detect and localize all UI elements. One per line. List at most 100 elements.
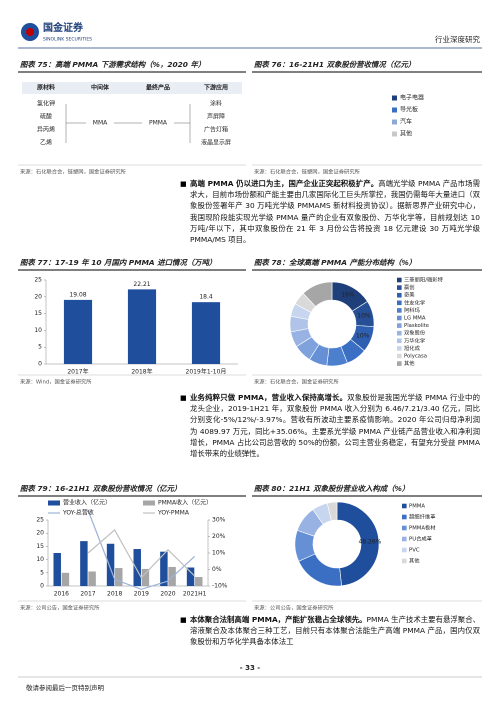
legend-label: 赢创 <box>404 283 415 291</box>
value-label: 10% <box>357 312 371 319</box>
legend-label: 导光板 <box>400 106 418 114</box>
x-tick-label: 2017年 <box>67 368 88 376</box>
paragraph: 高端 PMMA 仍以进口为主，国产企业正突起积极扩产。高端光学级 PMMA 产品… <box>190 178 480 245</box>
legend-swatch <box>402 514 407 520</box>
slice <box>326 501 338 522</box>
application: 声屏障 <box>207 113 225 121</box>
legend-swatch <box>397 292 402 298</box>
legend-swatch <box>392 95 397 101</box>
legend-label: PMMA <box>409 504 425 510</box>
legend-swatch <box>392 107 397 113</box>
y2-tick-label: 30% <box>212 517 226 524</box>
legend-label: PU合成革 <box>409 535 433 543</box>
legend-label: YOY-PMMA <box>157 510 190 517</box>
body: PMMA 生产技术主要有悬浮聚合、溶液聚合及本体聚合三种工艺，目前只有本体聚合法… <box>190 615 480 647</box>
y-tick-label: 5 <box>38 344 42 351</box>
raw-material: 硫酸 <box>40 113 52 121</box>
application: 涂料 <box>210 100 222 108</box>
page-number: - 33 - <box>240 664 261 672</box>
y-tick-label: 0 <box>38 361 42 368</box>
legend-label: 奇美 <box>404 291 415 299</box>
x-tick-label: 2019年1-10月 <box>186 368 227 376</box>
bullet: ■ <box>180 180 187 188</box>
y2-tick-label: 10% <box>212 550 226 557</box>
source: 来源：公司公告，国金证券研究所 <box>20 604 100 612</box>
legend-label: LG MMA <box>404 316 426 322</box>
body: 高端光学级 PMMA 产品市场需求大，目前市场份额和产能主要由几家国际化工巨头所… <box>190 179 481 245</box>
product: PMMA <box>149 120 168 127</box>
legend-swatch <box>392 119 397 125</box>
bar <box>88 571 96 586</box>
legend-swatch <box>402 525 407 531</box>
value-label: 10% <box>356 333 370 340</box>
legend-label: 其他 <box>409 557 420 565</box>
figure-title: 图表 80：21H1 双象股份营业收入构成（%） <box>254 484 409 493</box>
body: 双象股份是我国光学级 PMMA 行业中的龙头企业，2019-1H21 年，双象股… <box>190 393 481 459</box>
legend-swatch <box>397 308 402 313</box>
lead: 业务纯粹只做 PMMA，营业收入保持高增长。 <box>190 393 348 402</box>
bar <box>61 572 70 586</box>
value-label: 48.26% <box>359 539 382 546</box>
bar <box>141 568 150 586</box>
legend-label: 住友化学 <box>404 298 425 306</box>
bullet: ■ <box>180 394 187 402</box>
intermediate: MMA <box>93 120 108 127</box>
figure-title: 图表 79：16-21H1 双象股份营收情况（亿元） <box>20 484 181 493</box>
legend-swatch <box>397 346 402 351</box>
y-tick-label: 15 <box>34 310 42 317</box>
x-tick-label: 2017 <box>80 591 95 598</box>
x-tick-label: 2021H1 <box>183 591 207 598</box>
figure-title: 图表 77：17-19 年 10 月国内 PMMA 进口情况（万吨） <box>20 258 216 267</box>
legend-label: PMMA板材 <box>409 524 436 532</box>
application: 液晶显示屏 <box>201 139 231 147</box>
report-type: 行业深度研究 <box>435 34 480 44</box>
source: 来源：公司公告，国金证券研究所 <box>254 604 334 612</box>
bar <box>106 543 115 586</box>
source: 来源：石化联合会，国金证券研究所 <box>254 378 339 386</box>
legend-swatch <box>402 503 407 509</box>
figure-title: 图表 75：高端 PMMA 下游需求结构（%，2020 年） <box>20 60 205 69</box>
legend-swatch <box>397 361 402 366</box>
legend-swatch <box>392 131 397 137</box>
y-tick-label: 20 <box>34 293 42 300</box>
legend-label: 万华化学 <box>404 336 425 344</box>
lead: 本体聚合法制高端 PMMA，产能扩张稳占全球领先。 <box>190 615 367 624</box>
bar <box>195 577 203 586</box>
x-tick-label: 2020 <box>160 591 175 598</box>
application: 广告灯箱 <box>204 126 228 134</box>
column-header: 原材料 <box>37 84 55 92</box>
bar <box>133 549 141 586</box>
raw-material: 异丙烯 <box>37 126 55 134</box>
value-label: 16% <box>341 292 355 299</box>
y-tick-label: 15 <box>36 543 44 550</box>
column-header: 下游应用 <box>204 84 228 92</box>
legend-swatch <box>48 500 60 506</box>
legend-label: 双象股份 <box>404 329 426 337</box>
y-tick-label: 25 <box>34 277 42 284</box>
y-tick-label: 25 <box>36 517 44 524</box>
legend-label: 阿科玛 <box>404 306 420 314</box>
legend-swatch <box>143 500 155 506</box>
value-label: 22.21 <box>133 281 150 288</box>
column-header: 最终产品 <box>146 84 170 92</box>
y-tick-label: 20 <box>36 530 44 537</box>
source: 来源：Wind，国金证券研究所 <box>20 378 92 386</box>
column-header: 中间体 <box>91 84 110 92</box>
y-tick-label: 10 <box>34 327 42 334</box>
legend-label: 营业收入（亿元） <box>63 499 111 507</box>
source: 来源：石化联合会，链塑网，国金证券研究所 <box>20 168 127 176</box>
y2-tick-label: -10% <box>212 583 228 590</box>
x-tick-label: 2018年 <box>131 368 152 376</box>
line <box>87 528 196 579</box>
y-tick-label: 0 <box>40 583 44 590</box>
legend-swatch <box>402 558 407 564</box>
legend-swatch <box>397 323 402 328</box>
bar <box>53 553 61 586</box>
legend-label: YOY-总营收 <box>62 509 94 517</box>
y2-tick-label: 20% <box>212 533 226 540</box>
legend-label: 其他 <box>400 130 412 138</box>
source: 来源：石化联合会，链塑网，国金证券研究所 <box>254 168 361 176</box>
bar <box>160 551 168 586</box>
